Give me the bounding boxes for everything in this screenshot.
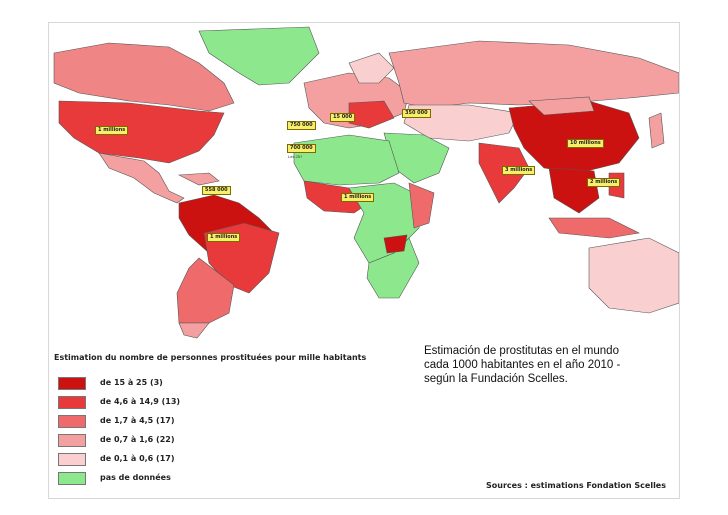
scandinavia-region bbox=[348, 52, 395, 84]
russia-region bbox=[388, 40, 679, 109]
greenland-region bbox=[198, 26, 320, 86]
caption-text: Estimación de prostitutas en el mundo ca… bbox=[424, 344, 634, 386]
legend-label: pas de données bbox=[100, 473, 171, 482]
legend-swatch bbox=[58, 434, 86, 447]
north-africa-region bbox=[293, 134, 400, 186]
zambia-region bbox=[383, 234, 408, 254]
legend-swatch bbox=[58, 472, 86, 485]
indonesia-region bbox=[548, 217, 640, 239]
label-central-europe: 15 000 bbox=[330, 113, 356, 122]
legend-swatch bbox=[58, 396, 86, 409]
central-asia-region bbox=[403, 104, 520, 142]
sources-note: Sources : estimations Fondation Scelles bbox=[486, 481, 666, 490]
legend-label: de 0,7 à 1,6 (22) bbox=[100, 435, 175, 444]
mexico-region bbox=[98, 152, 185, 204]
legend-label: de 0,1 à 0,6 (17) bbox=[100, 454, 175, 463]
australia-region bbox=[588, 237, 679, 314]
label-eastern-europe: 350 000 bbox=[402, 109, 431, 118]
label-iberia: 700 000 bbox=[287, 144, 316, 153]
label-india: 3 millions bbox=[502, 166, 536, 175]
label-brazil: 1 millions bbox=[207, 233, 241, 242]
legend-swatch bbox=[58, 453, 86, 466]
patagonia-region bbox=[178, 322, 210, 339]
legend-label: de 15 à 25 (3) bbox=[100, 378, 163, 387]
small-map-note: Les 25? bbox=[288, 154, 303, 159]
legend-title: Estimation du nombre de personnes prosti… bbox=[54, 353, 367, 362]
east-africa-region bbox=[408, 182, 435, 229]
southeast-asia-region bbox=[548, 167, 600, 214]
usa-region bbox=[58, 100, 225, 164]
label-caribbean: 558 000 bbox=[202, 186, 231, 195]
map-drawing bbox=[53, 26, 679, 339]
caribbean-region bbox=[177, 172, 220, 186]
legend-label: de 1,7 à 4,5 (17) bbox=[100, 416, 175, 425]
japan-region bbox=[648, 112, 665, 149]
canada-region bbox=[53, 42, 235, 112]
mongolia-region bbox=[528, 96, 595, 116]
label-usa: 1 millions bbox=[95, 126, 129, 135]
china-region bbox=[508, 100, 640, 174]
legend-label: de 4,6 à 14,9 (13) bbox=[100, 397, 181, 406]
label-southeast-asia: 2 millions bbox=[587, 178, 621, 187]
world-map: 1 millions 750 000 15 000 350 000 700 00… bbox=[48, 22, 680, 499]
legend-swatch bbox=[58, 415, 86, 428]
label-china: 10 millions bbox=[567, 139, 604, 148]
label-western-europe: 750 000 bbox=[287, 121, 316, 130]
legend-swatch bbox=[58, 377, 86, 390]
label-west-africa: 1 millions bbox=[341, 193, 375, 202]
